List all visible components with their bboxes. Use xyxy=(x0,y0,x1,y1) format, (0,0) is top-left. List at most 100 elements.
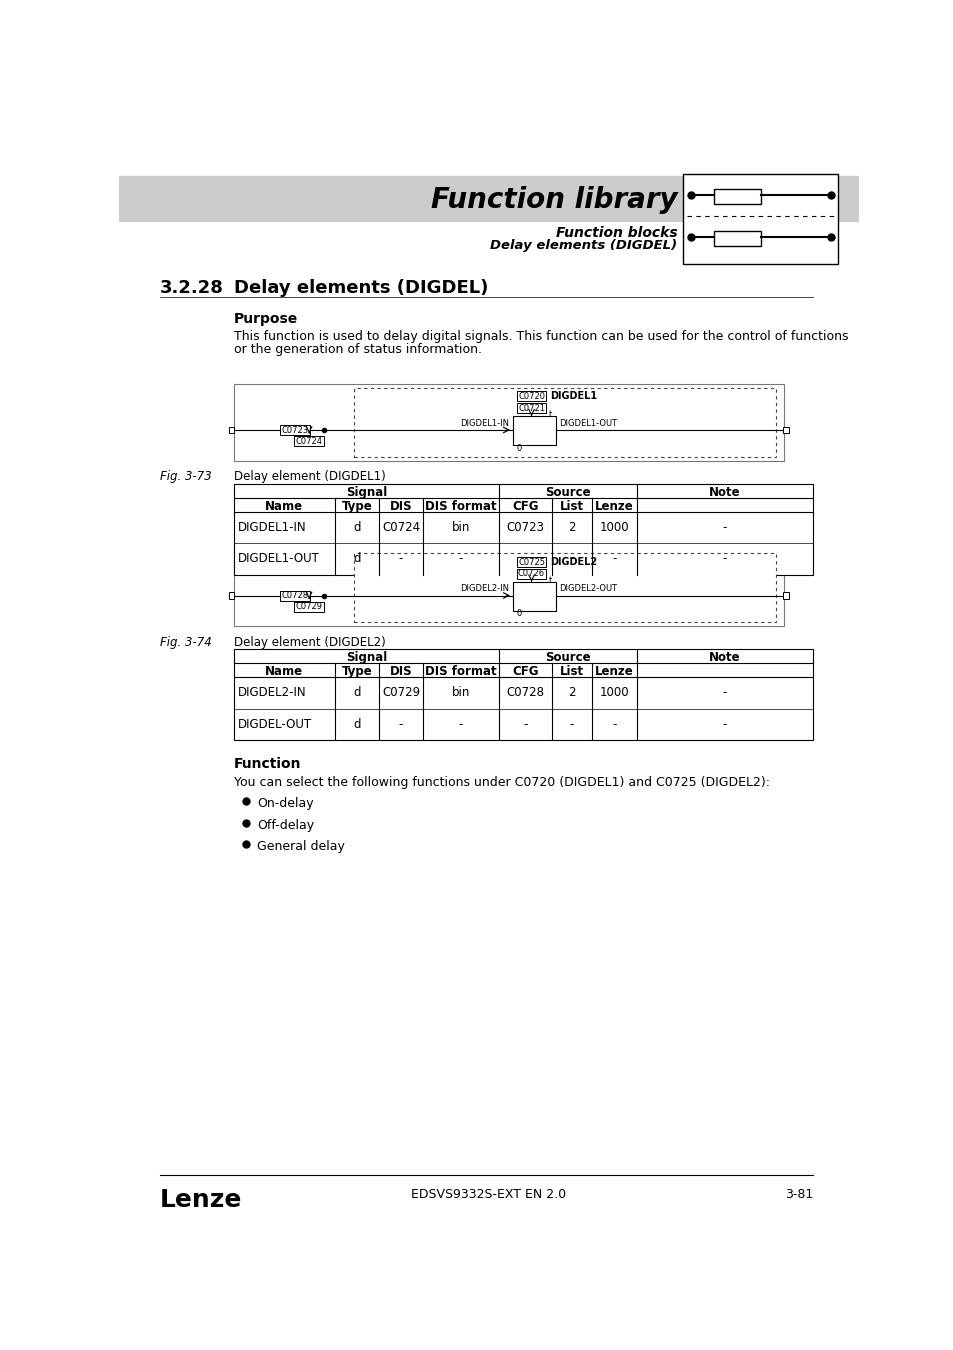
Text: Lenze: Lenze xyxy=(159,1188,242,1212)
Text: DIS format: DIS format xyxy=(425,666,497,678)
Bar xyxy=(714,231,760,246)
Text: bin: bin xyxy=(452,521,470,533)
Text: Delay element (DIGDEL1): Delay element (DIGDEL1) xyxy=(233,470,385,483)
Text: C0726: C0726 xyxy=(517,570,544,578)
Text: DIGDEL1-OUT: DIGDEL1-OUT xyxy=(237,552,319,566)
Text: DIS: DIS xyxy=(389,500,412,513)
Text: C0729: C0729 xyxy=(295,602,322,612)
Text: -: - xyxy=(569,552,574,566)
Bar xyxy=(517,558,546,567)
Text: -: - xyxy=(569,718,574,730)
Bar xyxy=(782,427,788,433)
Bar xyxy=(513,416,555,446)
Text: DIGDEL1-IN: DIGDEL1-IN xyxy=(459,418,509,428)
Text: This function is used to delay digital signals. This function can be used for th: This function is used to delay digital s… xyxy=(233,329,847,343)
Text: 1000: 1000 xyxy=(599,686,629,699)
Text: -: - xyxy=(398,552,403,566)
Text: d: d xyxy=(353,521,360,533)
Text: C0724: C0724 xyxy=(381,521,419,533)
Text: DIGDEL2-IN: DIGDEL2-IN xyxy=(459,585,509,593)
Text: Delay elements (DIGDEL): Delay elements (DIGDEL) xyxy=(233,279,488,297)
Bar xyxy=(782,593,788,598)
Text: -: - xyxy=(722,552,726,566)
Text: d: d xyxy=(353,718,360,730)
Text: Source: Source xyxy=(544,652,590,664)
Text: Delay element (DIGDEL2): Delay element (DIGDEL2) xyxy=(233,636,385,648)
Text: t: t xyxy=(549,410,552,420)
Text: Source: Source xyxy=(544,486,590,500)
Bar xyxy=(354,387,776,456)
Text: Lenze: Lenze xyxy=(595,500,633,513)
Text: CFG: CFG xyxy=(512,500,538,513)
Text: bin: bin xyxy=(452,686,470,699)
Text: DIGDEL1-OUT: DIGDEL1-OUT xyxy=(558,418,617,428)
Text: EDSVS9332S-EXT EN 2.0: EDSVS9332S-EXT EN 2.0 xyxy=(411,1188,566,1200)
Bar xyxy=(714,189,760,204)
Text: -: - xyxy=(458,552,463,566)
Bar xyxy=(233,383,783,460)
Bar xyxy=(233,483,812,575)
Bar xyxy=(294,436,323,446)
Text: Fig. 3-74: Fig. 3-74 xyxy=(159,636,211,648)
Text: C0723: C0723 xyxy=(506,521,544,533)
Text: -: - xyxy=(522,552,527,566)
Text: DIS: DIS xyxy=(389,666,412,678)
Text: Type: Type xyxy=(341,666,372,678)
Bar xyxy=(354,554,776,622)
Text: d: d xyxy=(353,686,360,699)
Text: DIGDEL-OUT: DIGDEL-OUT xyxy=(237,718,312,730)
Text: Delay elements (DIGDEL): Delay elements (DIGDEL) xyxy=(490,239,677,251)
Text: CFG: CFG xyxy=(512,666,538,678)
Text: Note: Note xyxy=(708,486,740,500)
Text: 0: 0 xyxy=(516,609,520,618)
Text: You can select the following functions under C0720 (DIGDEL1) and C0725 (DIGDEL2): You can select the following functions u… xyxy=(233,776,769,788)
Text: List: List xyxy=(559,500,583,513)
Text: Signal: Signal xyxy=(346,652,387,664)
Text: 0: 0 xyxy=(516,444,520,452)
Text: On-delay: On-delay xyxy=(257,798,314,810)
Text: Type: Type xyxy=(341,500,372,513)
Text: -: - xyxy=(522,718,527,730)
Text: Signal: Signal xyxy=(346,486,387,500)
Text: C0721: C0721 xyxy=(517,404,544,413)
Text: Name: Name xyxy=(265,500,303,513)
Bar xyxy=(233,649,812,740)
Text: -: - xyxy=(612,552,616,566)
Text: 3.2.28: 3.2.28 xyxy=(159,279,223,297)
Text: -: - xyxy=(458,718,463,730)
Bar xyxy=(517,404,546,413)
Text: or the generation of status information.: or the generation of status information. xyxy=(233,343,481,356)
Text: -: - xyxy=(398,718,403,730)
Bar xyxy=(682,174,838,265)
Bar xyxy=(513,582,555,612)
Text: C0720: C0720 xyxy=(517,392,544,401)
Text: C0729: C0729 xyxy=(381,686,419,699)
Text: DIGDEL2: DIGDEL2 xyxy=(550,558,597,567)
Text: Fig. 3-73: Fig. 3-73 xyxy=(159,470,211,483)
Bar xyxy=(280,591,310,601)
Text: DIGDEL1-IN: DIGDEL1-IN xyxy=(237,521,306,533)
Text: Name: Name xyxy=(265,666,303,678)
Text: 2: 2 xyxy=(567,521,575,533)
Text: C0725: C0725 xyxy=(517,558,544,567)
Bar xyxy=(229,427,233,433)
Text: C0724: C0724 xyxy=(295,436,322,446)
Text: Function blocks: Function blocks xyxy=(555,225,677,240)
Text: -: - xyxy=(722,686,726,699)
Text: 3-81: 3-81 xyxy=(783,1188,812,1200)
Bar xyxy=(229,593,233,598)
Text: d: d xyxy=(353,552,360,566)
Text: Off-delay: Off-delay xyxy=(257,819,314,832)
Text: t: t xyxy=(549,575,552,585)
Text: Function library: Function library xyxy=(430,186,677,213)
Text: DIGDEL2-IN: DIGDEL2-IN xyxy=(237,686,306,699)
Text: -: - xyxy=(722,521,726,533)
Text: DIGDEL1: DIGDEL1 xyxy=(550,392,597,401)
Text: General delay: General delay xyxy=(257,840,345,853)
Text: Purpose: Purpose xyxy=(233,312,298,327)
Text: -: - xyxy=(722,718,726,730)
Text: DIS format: DIS format xyxy=(425,500,497,513)
Bar xyxy=(517,568,546,579)
Text: List: List xyxy=(559,666,583,678)
Text: Function: Function xyxy=(233,757,301,771)
